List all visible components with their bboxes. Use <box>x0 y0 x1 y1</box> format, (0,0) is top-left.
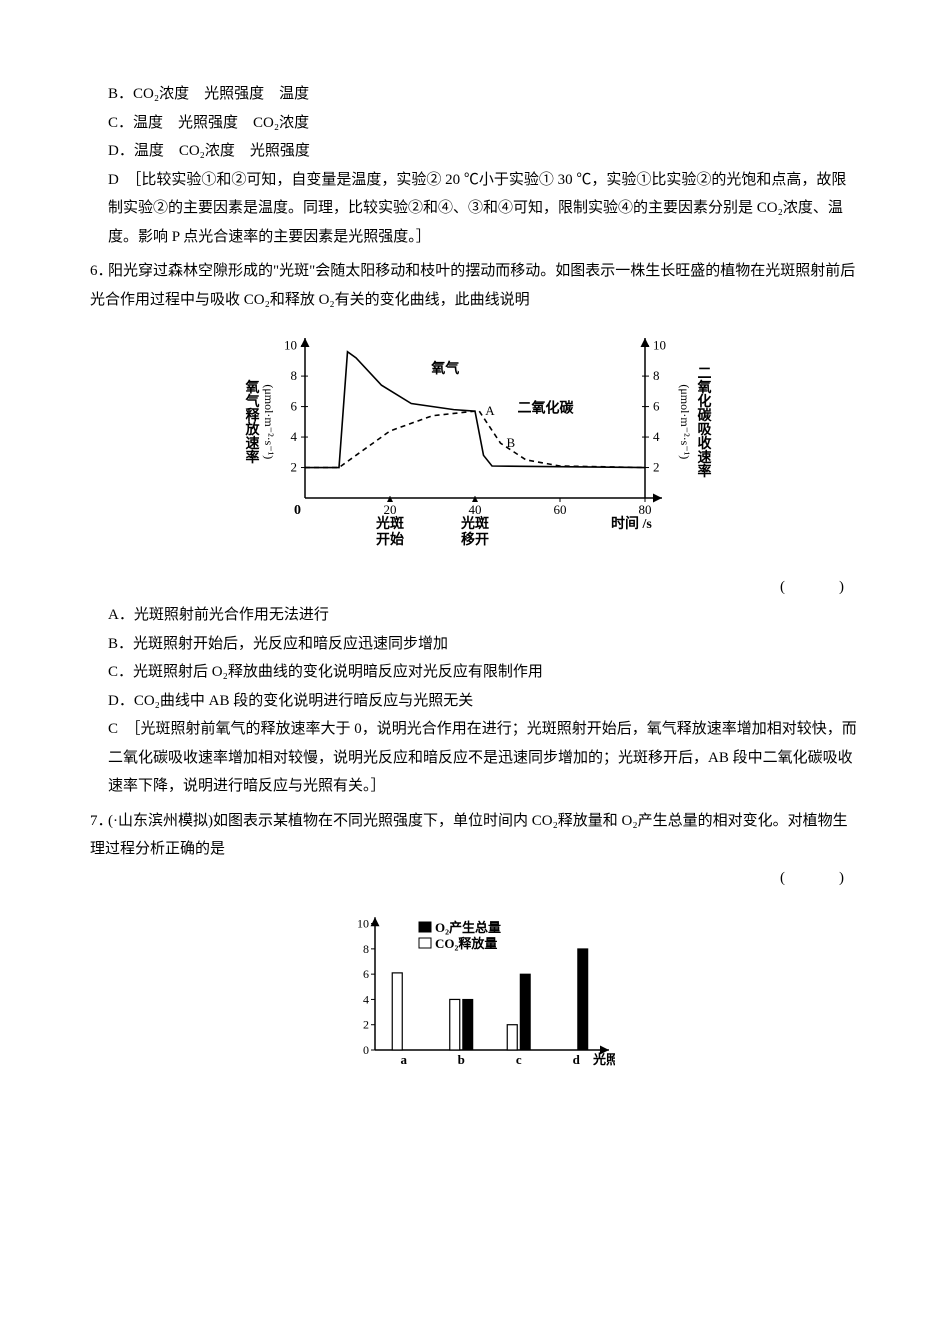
q6-option-d: D．CO₂曲线中 AB 段的变化说明进行暗反应与光照无关 <box>108 687 860 716</box>
svg-text:8: 8 <box>363 942 369 956</box>
q6-number: 6． <box>90 257 108 286</box>
q6-stem-text: 阳光穿过森林空隙形成的"光斑"会随太阳移动和枝叶的摆动而移动。如图表示一株生长旺… <box>90 263 855 308</box>
svg-text:氧气: 氧气 <box>430 360 459 377</box>
q7-number: 7． <box>90 807 108 836</box>
svg-text:光斑: 光斑 <box>375 515 404 532</box>
svg-text:b: b <box>458 1052 465 1067</box>
svg-text:40: 40 <box>469 502 482 517</box>
svg-text:10: 10 <box>284 338 297 353</box>
svg-text:8: 8 <box>653 368 660 383</box>
svg-text:A: A <box>485 403 495 418</box>
q7-stem: 7．(·山东滨州模拟)如图表示某植物在不同光照强度下，单位时间内 CO₂释放量和… <box>90 807 860 864</box>
svg-text:二氧化碳吸收速率: 二氧化碳吸收速率 <box>696 366 713 479</box>
q5-option-c: C．温度 光照强度 CO₂浓度 <box>108 109 860 138</box>
svg-text:光斑: 光斑 <box>460 515 489 532</box>
svg-text:B: B <box>507 435 516 450</box>
svg-text:氧气释放速率: 氧气释放速率 <box>244 379 261 465</box>
svg-text:10: 10 <box>653 338 666 353</box>
q7-figure: 0 2 4 6 8 10 a b c d 光照强度 O₂产生总量CO₂释放量 <box>90 906 860 1087</box>
svg-text:6: 6 <box>363 967 369 981</box>
svg-text:4: 4 <box>653 429 660 444</box>
svg-text:20: 20 <box>384 502 397 517</box>
svg-text:二氧化碳: 二氧化碳 <box>518 400 575 417</box>
svg-text:CO₂释放量: CO₂释放量 <box>435 936 497 951</box>
q7: 7．(·山东滨州模拟)如图表示某植物在不同光照强度下，单位时间内 CO₂释放量和… <box>90 807 860 1087</box>
svg-text:80: 80 <box>639 502 652 517</box>
svg-text:2: 2 <box>653 460 660 475</box>
q6-chart: 224466881010020406080光斑开始光斑移开时间 /s氧气二氧化碳… <box>235 328 715 548</box>
svg-text:移开: 移开 <box>461 531 489 548</box>
svg-text:4: 4 <box>363 992 369 1006</box>
svg-text:6: 6 <box>291 399 298 414</box>
q7-paren: ( ) <box>90 864 852 893</box>
q6-option-a: A．光斑照射前光合作用无法进行 <box>108 601 860 630</box>
q7-stem-text: (·山东滨州模拟)如图表示某植物在不同光照强度下，单位时间内 CO₂释放量和 O… <box>90 813 848 858</box>
svg-text:0: 0 <box>294 503 301 518</box>
q6-stem: 6．阳光穿过森林空隙形成的"光斑"会随太阳移动和枝叶的摆动而移动。如图表示一株生… <box>90 257 860 314</box>
q6: 6．阳光穿过森林空隙形成的"光斑"会随太阳移动和枝叶的摆动而移动。如图表示一株生… <box>90 257 860 801</box>
q7-chart: 0 2 4 6 8 10 a b c d 光照强度 O₂产生总量CO₂释放量 <box>335 906 615 1076</box>
svg-text:2: 2 <box>363 1018 369 1032</box>
q6-answer: C ［光斑照射前氧气的释放速率大于 0，说明光合作用在进行；光斑照射开始后，氧气… <box>108 715 860 801</box>
svg-text:2: 2 <box>291 460 298 475</box>
svg-text:O₂产生总量: O₂产生总量 <box>435 920 501 935</box>
svg-text:6: 6 <box>653 399 660 414</box>
svg-text:10: 10 <box>357 917 369 931</box>
q5-option-d: D．温度 CO₂浓度 光照强度 <box>108 137 860 166</box>
svg-text:d: d <box>573 1052 581 1067</box>
svg-text:4: 4 <box>291 429 298 444</box>
svg-text:开始: 开始 <box>376 531 404 548</box>
q6-figure: 224466881010020406080光斑开始光斑移开时间 /s氧气二氧化碳… <box>90 328 860 559</box>
q6-option-c: C．光斑照射后 O₂释放曲线的变化说明暗反应对光反应有限制作用 <box>108 658 860 687</box>
q6-paren: ( ) <box>90 573 852 602</box>
svg-text:a: a <box>401 1052 408 1067</box>
svg-text:时间 /s: 时间 /s <box>611 515 652 532</box>
svg-text:(μmol·m⁻²·s⁻¹): (μmol·m⁻²·s⁻¹) <box>678 384 692 459</box>
svg-text:c: c <box>516 1052 522 1067</box>
page: B．CO₂浓度 光照强度 温度 C．温度 光照强度 CO₂浓度 D．温度 CO₂… <box>0 0 950 1161</box>
svg-text:(μmol·m⁻²·s⁻¹): (μmol·m⁻²·s⁻¹) <box>262 384 276 459</box>
q5-answer: D ［比较实验①和②可知，自变量是温度，实验② 20 ℃小于实验① 30 ℃，实… <box>108 166 860 252</box>
svg-text:8: 8 <box>291 368 298 383</box>
svg-text:光照强度: 光照强度 <box>592 1052 615 1067</box>
q6-option-b: B．光斑照射开始后，光反应和暗反应迅速同步增加 <box>108 630 860 659</box>
svg-text:60: 60 <box>554 502 567 517</box>
svg-text:0: 0 <box>363 1043 369 1057</box>
q5-option-b: B．CO₂浓度 光照强度 温度 <box>108 80 860 109</box>
